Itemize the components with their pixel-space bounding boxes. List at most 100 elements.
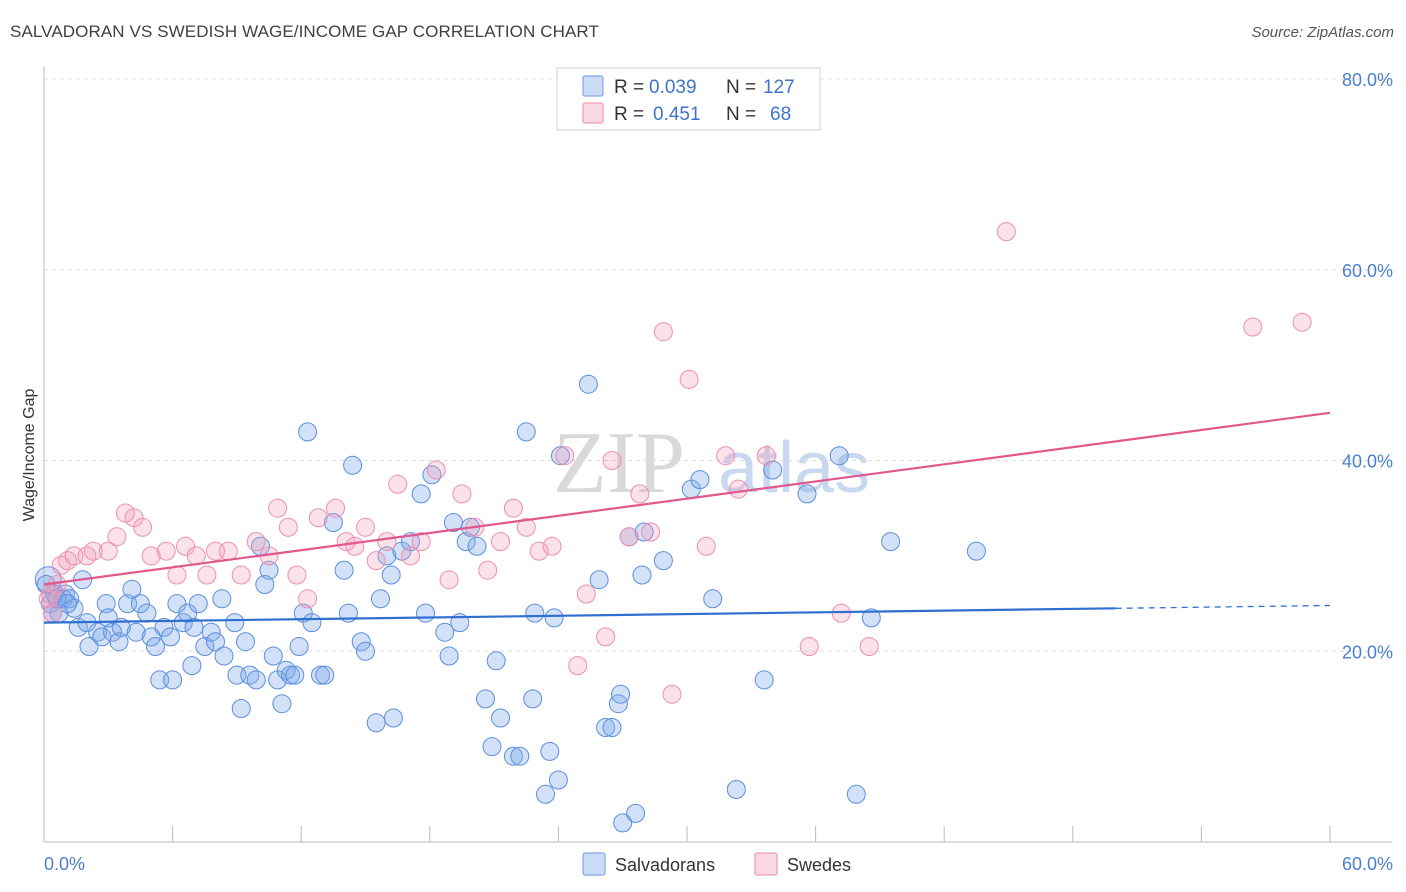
gridlines: [44, 78, 1392, 652]
swedes-point: [326, 498, 345, 518]
legend-row-swedes: R = 0.451 N = 68: [582, 102, 791, 125]
salvadorans-point: [476, 689, 495, 709]
salvadorans-point: [690, 470, 710, 490]
swedes-point: [40, 584, 60, 604]
salvadorans-point: [881, 532, 901, 552]
salvadorans-point: [79, 637, 99, 656]
salvadorans-point: [163, 670, 183, 690]
salvadorans-point: [343, 455, 363, 475]
swedes-point: [596, 627, 616, 647]
legend-swatch-salvadorans: [582, 75, 604, 97]
salvadorans-point: [525, 603, 545, 623]
swedes-point: [366, 551, 386, 571]
salvadorans-point: [467, 536, 487, 556]
swedes-point: [576, 584, 596, 604]
swedes-point: [696, 536, 716, 556]
y-tick-label: 40.0%: [1342, 452, 1393, 472]
salvadorans-point: [435, 622, 455, 642]
salvadorans-point: [536, 784, 555, 804]
swedes-point: [107, 527, 127, 547]
salvadorans-point: [109, 632, 129, 652]
salvadorans-point: [491, 708, 510, 728]
salvadorans-point: [439, 646, 459, 666]
salvadorans-point: [154, 617, 174, 637]
swedes-point: [246, 532, 266, 552]
swedes-point: [503, 498, 523, 518]
salvadorans-point: [146, 637, 165, 656]
salvadorans-point: [456, 532, 476, 552]
salvadorans-point: [383, 708, 403, 728]
salvadorans-point: [122, 579, 142, 599]
swedes-point: [542, 536, 562, 556]
x-tick-labels: 0.0% 60.0%: [44, 854, 1393, 874]
swedes-point: [287, 565, 307, 585]
swedes-point: [345, 536, 365, 556]
salvadorans-point: [201, 622, 221, 642]
salvadorans-point: [103, 622, 123, 642]
bottom-legend-swatch-swedes: [754, 852, 778, 876]
salvadorans-point: [323, 513, 343, 532]
swedes-point: [516, 517, 536, 537]
legend: R = 0.039 N = 127 R = 0.451 N = 68: [556, 67, 821, 131]
salvadorans-point: [411, 484, 431, 504]
swedes-point: [308, 508, 328, 528]
salvadorans-point: [797, 484, 817, 504]
salvadorans-point: [351, 632, 371, 652]
salvadorans-point: [311, 665, 330, 685]
salvadorans-point: [227, 665, 247, 685]
swedes-point: [176, 536, 195, 556]
salvadorans-point: [272, 694, 292, 714]
legend-n-value: 68: [770, 104, 791, 125]
swedes-point: [662, 684, 682, 704]
watermark-atlas: atlas: [718, 428, 870, 508]
swedes-point: [356, 517, 375, 537]
salvadorans-point: [246, 670, 266, 690]
x-tick-marks: [43, 826, 1331, 842]
salvadorans-point: [96, 594, 116, 614]
salvadorans-point: [523, 689, 543, 709]
salvadorans-point: [212, 589, 232, 609]
salvadorans-point: [578, 374, 598, 394]
salvadorans-point: [611, 684, 631, 704]
salvadorans-point: [225, 613, 245, 633]
salvadorans-point: [126, 622, 146, 642]
salvadorans-point: [315, 665, 335, 685]
watermark-zip: ZIP: [553, 415, 685, 512]
salvadorans-point: [763, 460, 783, 480]
swedes-point: [555, 446, 575, 466]
salvadorans-point: [161, 627, 180, 647]
salvadorans-point: [596, 718, 616, 737]
salvadorans-point: [551, 446, 570, 466]
swedes-point: [478, 560, 498, 580]
salvadorans-point: [150, 670, 170, 690]
y-tick-label: 60.0%: [1342, 261, 1393, 281]
salvadorans-point: [861, 608, 881, 628]
y-tick-labels: 20.0% 40.0% 60.0% 80.0%: [1342, 70, 1393, 662]
y-tick-label: 80.0%: [1342, 70, 1393, 90]
x-tick-label: 0.0%: [44, 854, 85, 874]
salvadorans-point: [206, 632, 225, 652]
swedes-point: [186, 546, 206, 566]
salvadorans-point: [356, 641, 375, 661]
swedes-point: [641, 522, 661, 542]
salvadorans-point: [334, 560, 354, 580]
salvadorans-point: [371, 589, 390, 609]
swedes-point: [602, 451, 622, 470]
swedes-point: [619, 527, 639, 547]
legend-r-label: R =: [614, 77, 644, 98]
swedes-point: [411, 532, 431, 552]
salvadorans-point: [184, 617, 204, 637]
axes: [43, 66, 1392, 843]
swedes-point: [491, 532, 510, 552]
y-axis-label: Wage/Income Gap: [21, 389, 38, 522]
salvadorans-point: [829, 446, 849, 466]
salvadorans-point: [544, 608, 564, 628]
swedes-point: [141, 546, 161, 566]
salvadorans-point: [608, 694, 628, 714]
swedes-point: [278, 517, 298, 537]
salvadorans-point: [188, 594, 208, 614]
legend-swatch-swedes: [582, 102, 604, 124]
salvadorans-point: [58, 594, 78, 614]
legend-box: [556, 67, 821, 131]
swedes-point: [426, 460, 446, 480]
